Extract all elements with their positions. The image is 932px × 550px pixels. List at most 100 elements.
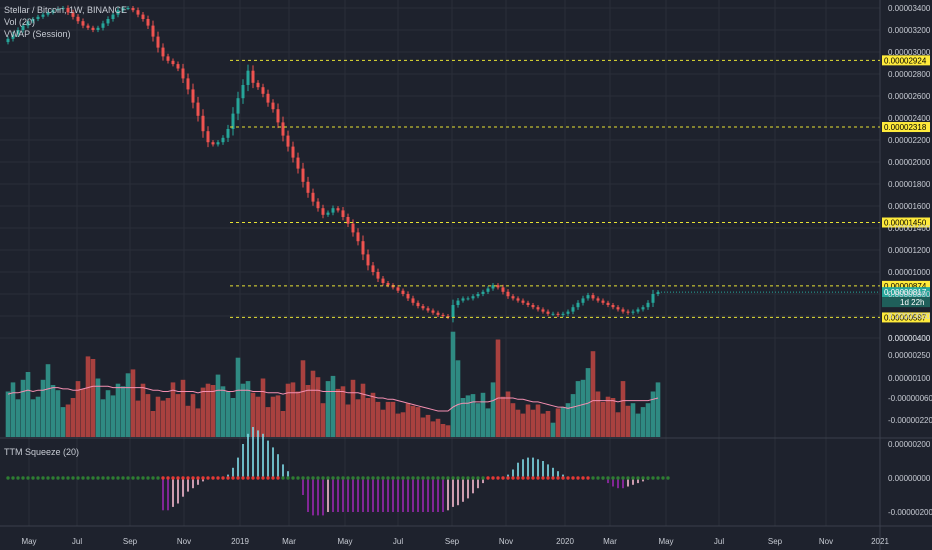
ttm-squeeze-dot (661, 476, 665, 480)
legend-vwap[interactable]: VWAP (Session) (4, 29, 71, 39)
ttm-squeeze-dot (46, 476, 50, 480)
candle-body (586, 295, 590, 299)
ttm-squeeze-dot (606, 476, 610, 480)
ttm-tick-label: 0.00000000 (888, 474, 931, 483)
candle-body (236, 98, 240, 114)
volume-bar (50, 385, 56, 437)
ttm-squeeze-dot (556, 476, 560, 480)
ttm-squeeze-dot (611, 476, 615, 480)
ttm-squeeze-dot (436, 476, 440, 480)
volume-bar (95, 378, 101, 437)
candle-body (71, 12, 75, 17)
price-tick-label: 0.00003400 (888, 4, 931, 13)
volume-bar (490, 382, 496, 437)
volume-bar (605, 396, 611, 437)
candle-body (86, 25, 90, 28)
ttm-squeeze-dot (91, 476, 95, 480)
ttm-squeeze-dot (11, 476, 15, 480)
level-tag (882, 280, 930, 291)
candle-body (321, 208, 325, 215)
volume-bar (560, 407, 566, 437)
volume-bar (650, 391, 656, 437)
volume-bar (570, 394, 576, 437)
volume-bar (320, 403, 326, 437)
volume-bar (270, 396, 276, 437)
volume-bar (610, 398, 616, 437)
ttm-squeeze-dot (41, 476, 45, 480)
candle-body (616, 307, 620, 310)
ttm-squeeze-dot (596, 476, 600, 480)
legend-symbol[interactable]: Stellar / Bitcoin, 1W, BINANCE (4, 5, 128, 15)
volume-bar (10, 382, 16, 437)
ttm-squeeze-dot (531, 476, 535, 480)
candle-body (536, 307, 540, 310)
volume-bar (275, 395, 281, 437)
candle-body (211, 142, 215, 145)
candle-body (16, 30, 20, 35)
candle-body (161, 47, 165, 57)
ttm-squeeze-dot (6, 476, 10, 480)
legend-vol[interactable]: Vol (20) (4, 17, 36, 27)
candle-body (561, 313, 565, 315)
ttm-squeeze-dot (221, 476, 225, 480)
ttm-squeeze-dot (351, 476, 355, 480)
ttm-squeeze-dot (176, 476, 180, 480)
level-tag (882, 312, 930, 323)
ttm-squeeze-dot (26, 476, 30, 480)
candle-body (491, 285, 495, 289)
ttm-squeeze-dot (301, 476, 305, 480)
candle-body (541, 309, 545, 312)
ttm-squeeze-dot (331, 476, 335, 480)
volume-bar (210, 385, 216, 437)
time-tick-label: Mar (282, 537, 296, 546)
candle-body (251, 70, 255, 83)
candle-body (121, 8, 125, 11)
ttm-squeeze-dot (31, 476, 35, 480)
volume-bar (630, 403, 636, 437)
ttm-squeeze-dot (216, 476, 220, 480)
volume-bar (340, 386, 346, 437)
price-tick-label: 0.00001800 (888, 180, 931, 189)
ttm-squeeze-dot (401, 476, 405, 480)
candle-body (61, 8, 65, 10)
candle-body (146, 19, 150, 26)
volume-bar (565, 403, 571, 437)
volume-bar (15, 399, 21, 437)
ttm-squeeze-dot (321, 476, 325, 480)
candle-body (341, 210, 345, 217)
candle-body (636, 309, 640, 312)
candle-body (206, 131, 210, 143)
candle-body (181, 68, 185, 79)
ttm-squeeze-dot (651, 476, 655, 480)
ttm-squeeze-dot (296, 476, 300, 480)
candle-body (171, 60, 175, 65)
price-tick-label: 0.00002600 (888, 92, 931, 101)
volume-bar (535, 404, 541, 437)
time-tick-label: 2019 (231, 537, 249, 546)
volume-bar (440, 424, 446, 437)
time-tick-label: Sep (123, 537, 138, 546)
last-price-tag (882, 287, 930, 298)
ttm-squeeze-dot (586, 476, 590, 480)
time-tick-label: Jul (72, 537, 82, 546)
volume-tick-label: -0.00000220 (888, 416, 932, 425)
candle-body (521, 300, 525, 303)
candle-body (56, 9, 60, 11)
ttm-squeeze-dot (491, 476, 495, 480)
candle-body (96, 27, 100, 30)
volume-bar (260, 378, 266, 437)
ttm-squeeze-dot (631, 476, 635, 480)
candle-body (436, 312, 440, 315)
ttm-squeeze-dot (656, 476, 660, 480)
candle-body (551, 313, 555, 315)
price-tick-label: 0.00002800 (888, 70, 931, 79)
ttm-squeeze-dot (641, 476, 645, 480)
candle-body (641, 307, 645, 310)
legend-ttm-squeeze[interactable]: TTM Squeeze (20) (4, 447, 80, 457)
volume-tick-label: 0.00000100 (888, 374, 931, 383)
candle-body (401, 290, 405, 294)
volume-bar (45, 364, 51, 437)
ttm-squeeze-dot (201, 476, 205, 480)
volume-bar (85, 356, 91, 437)
